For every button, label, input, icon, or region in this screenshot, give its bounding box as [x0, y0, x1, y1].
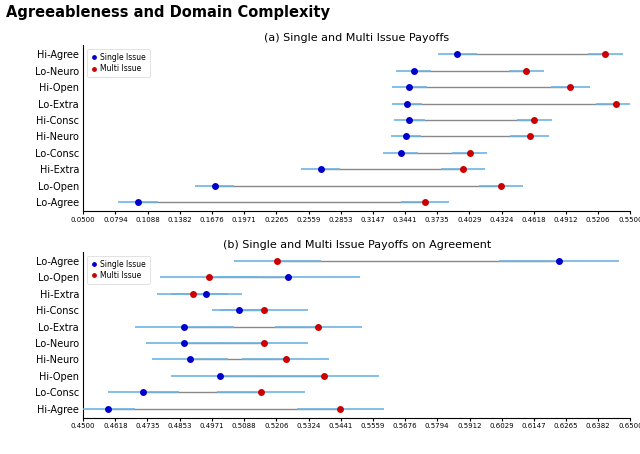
Legend: Single Issue, Multi Issue: Single Issue, Multi Issue	[87, 49, 150, 77]
Text: Agreeableness and Domain Complexity: Agreeableness and Domain Complexity	[6, 5, 330, 20]
Legend: Single Issue, Multi Issue: Single Issue, Multi Issue	[87, 256, 150, 284]
Title: (b) Single and Multi Issue Payoffs on Agreement: (b) Single and Multi Issue Payoffs on Ag…	[223, 240, 491, 250]
Title: (a) Single and Multi Issue Payoffs: (a) Single and Multi Issue Payoffs	[264, 33, 449, 43]
